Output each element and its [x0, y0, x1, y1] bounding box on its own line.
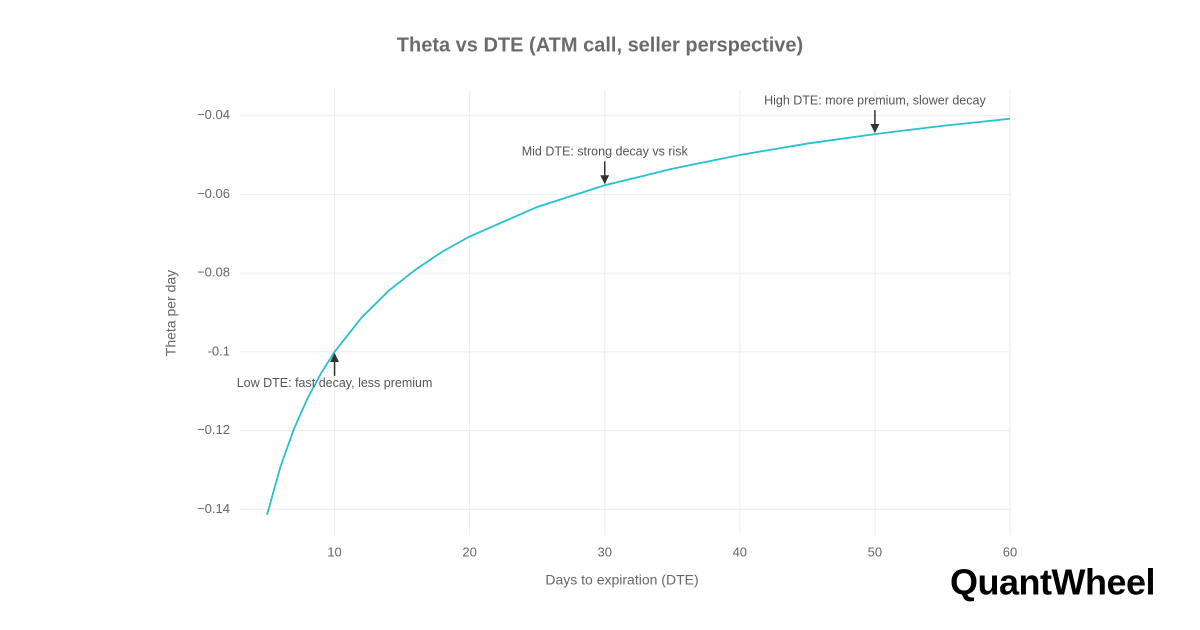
y-tick-label: −0.12: [197, 422, 230, 437]
x-tick-label: 40: [733, 544, 747, 559]
y-tick-label: −0.14: [197, 501, 230, 516]
x-tick-label: 60: [1003, 544, 1017, 559]
chart-title: Theta vs DTE (ATM call, seller perspecti…: [397, 34, 803, 56]
annotation-text: Low DTE: fast decay, less premium: [237, 376, 433, 390]
y-tick-label: −0.04: [197, 107, 230, 122]
x-axis-label: Days to expiration (DTE): [545, 572, 698, 588]
y-tick-label: −0.06: [197, 186, 230, 201]
x-tick-label: 20: [462, 544, 476, 559]
x-tick-label: 30: [598, 544, 612, 559]
line-series: [266, 117, 1011, 516]
x-tick-label: 50: [868, 544, 882, 559]
brand-logo: QuantWheel: [950, 562, 1155, 603]
y-tick-label: -0.1: [208, 343, 230, 358]
x-tick-label: 10: [327, 544, 341, 559]
y-axis-label: Theta per day: [163, 270, 179, 356]
annotation-text: Mid DTE: strong decay vs risk: [522, 145, 689, 159]
annotation-text: High DTE: more premium, slower decay: [764, 93, 986, 107]
y-tick-label: −0.08: [197, 265, 230, 280]
